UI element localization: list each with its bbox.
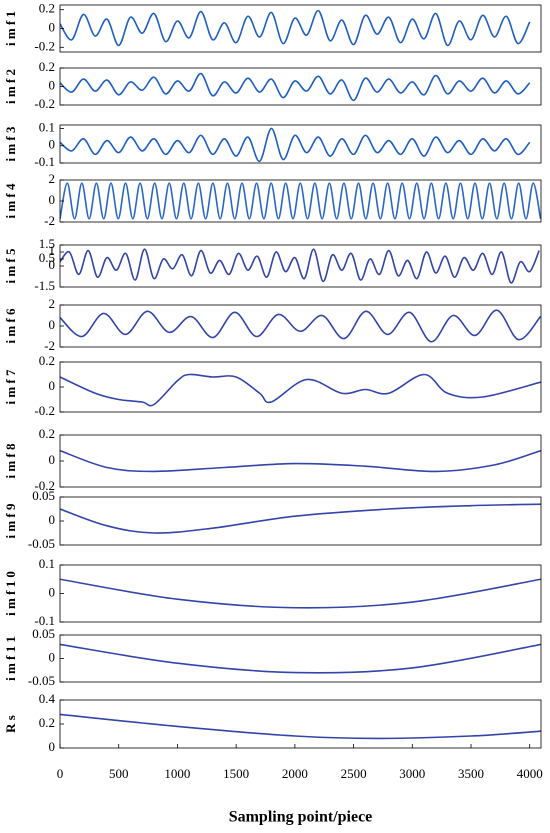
- y-axis-label: i m f 2: [3, 69, 18, 104]
- y-axis-label: i m f 9: [3, 503, 18, 539]
- y-tick-label: 0: [49, 649, 56, 664]
- signal-line: [60, 578, 541, 609]
- axes-box: [59, 244, 542, 288]
- axes-box: [59, 434, 542, 488]
- y-tick-label: 0: [49, 739, 56, 754]
- y-tick-label: -0.05: [28, 536, 55, 551]
- x-axis-label: Sampling point/piece: [229, 809, 373, 826]
- y-tick-label: 0: [49, 452, 56, 467]
- y-axis-label: i m f 1 0: [3, 571, 18, 616]
- signal-line: [60, 72, 531, 102]
- signal-line: [60, 503, 541, 534]
- axes-box: [59, 361, 542, 413]
- axes-box: [59, 699, 542, 749]
- y-tick-label: 0: [49, 137, 56, 152]
- signal-line: [60, 248, 540, 284]
- axes-box: [59, 124, 542, 164]
- y-tick-label: 0: [49, 584, 56, 599]
- signal-line: [60, 373, 541, 407]
- y-tick-label: 0: [49, 378, 56, 393]
- y-tick-label: 0.1: [39, 119, 55, 134]
- x-tick-label: 500: [109, 766, 129, 781]
- y-axis-label: i m f 4: [3, 183, 18, 219]
- axes-box: [59, 496, 542, 546]
- axes-box: [59, 4, 542, 53]
- y-axis-label: i m f 5: [3, 248, 18, 284]
- signal-line: [60, 713, 541, 740]
- y-tick-label: 0: [49, 19, 56, 34]
- y-tick-label: 2: [49, 171, 56, 186]
- signal-line: [60, 643, 541, 674]
- y-tick-label: 0.2: [39, 59, 55, 74]
- y-tick-label: 0.2: [39, 715, 55, 730]
- y-tick-label: 0.05: [32, 488, 55, 503]
- y-axis-label: i m f 1 1: [3, 636, 18, 681]
- x-tick-label: 3500: [458, 766, 484, 781]
- y-tick-label: 2: [49, 296, 56, 311]
- y-axis-label: i m f 1: [3, 11, 18, 46]
- y-tick-label: 0.4: [39, 691, 56, 706]
- y-tick-label: 1.5: [39, 236, 55, 251]
- y-tick-label: -0.1: [34, 613, 55, 628]
- y-tick-label: -0.1: [34, 154, 55, 169]
- y-tick-label: 1: [49, 243, 56, 258]
- y-axis-label: i m f 8: [3, 443, 18, 479]
- y-tick-label: -0.2: [34, 478, 55, 493]
- signal-line: [60, 127, 531, 163]
- x-tick-label: 0: [57, 766, 64, 781]
- y-tick-label: -0.2: [34, 38, 55, 53]
- y-tick-label: -2: [44, 338, 55, 353]
- x-tick-label: 3000: [399, 766, 425, 781]
- y-axis-label: i m f 3: [3, 126, 18, 162]
- signal-line: [60, 9, 531, 47]
- y-tick-label: 0.2: [39, 1, 55, 16]
- y-axis-label: R s: [3, 715, 18, 733]
- y-tick-label: 0: [49, 317, 56, 332]
- x-tick-label: 1000: [164, 766, 190, 781]
- y-axis-label: i m f 7: [3, 369, 18, 405]
- y-tick-label: 0.5: [39, 250, 55, 265]
- y-tick-label: -0.2: [34, 96, 55, 111]
- y-tick-label: 0: [49, 77, 56, 92]
- axes-box: [59, 304, 542, 348]
- y-tick-label: 0: [49, 192, 56, 207]
- y-tick-label: -1.5: [34, 278, 55, 293]
- signal-line: [60, 309, 541, 343]
- y-tick-label: 0.2: [39, 353, 55, 368]
- y-tick-label: 0: [49, 257, 56, 272]
- y-tick-label: 0.1: [39, 556, 55, 571]
- x-tick-label: 4000: [517, 766, 543, 781]
- x-tick-label: 2500: [341, 766, 367, 781]
- y-tick-label: -0.2: [34, 403, 55, 418]
- y-tick-label: 0.2: [39, 426, 55, 441]
- y-axis-label: i m f 6: [3, 308, 18, 344]
- y-tick-label: 0.05: [32, 626, 55, 641]
- x-tick-label: 1500: [223, 766, 249, 781]
- signal-line: [60, 182, 541, 220]
- y-tick-label: -0.05: [28, 673, 55, 688]
- y-tick-label: 0: [49, 512, 56, 527]
- x-tick-label: 2000: [282, 766, 308, 781]
- y-tick-label: -2: [44, 213, 55, 228]
- signal-line: [60, 449, 541, 473]
